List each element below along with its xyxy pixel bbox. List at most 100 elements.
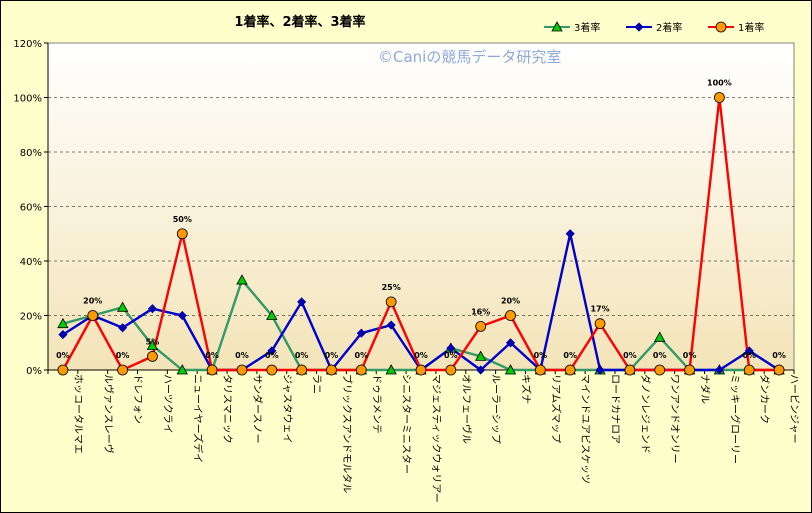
category-label: ホッコータルマエ — [72, 374, 84, 454]
data-label: 0% — [444, 351, 458, 360]
data-point-2 — [58, 330, 68, 340]
data-point-3 — [57, 364, 69, 376]
category-label: キズナ — [520, 374, 533, 404]
category-label: サンダースノー — [251, 374, 264, 444]
category-label: リアムズマップ — [549, 374, 562, 443]
category-label: マジェスティックウォリアー — [430, 374, 442, 503]
category-label: ワンアンドオンリー — [669, 374, 681, 464]
data-point-2 — [386, 320, 396, 330]
y-tick-label: 120% — [13, 39, 42, 50]
data-point-1 — [385, 364, 397, 375]
data-point-3 — [475, 320, 487, 332]
data-point-2 — [505, 338, 516, 348]
category-label: ハービンジャー — [788, 374, 800, 444]
data-label: 0% — [235, 351, 249, 360]
category-label: ニューイヤーズデイ — [191, 374, 204, 463]
data-label: 0% — [205, 351, 219, 360]
data-point-3 — [714, 92, 725, 103]
category-label: ラニ — [311, 374, 323, 394]
category-label: シニスターミニスター — [400, 374, 412, 474]
data-point-3 — [236, 364, 248, 376]
data-point-3 — [445, 364, 457, 376]
data-label: 25% — [382, 283, 401, 292]
data-point-3 — [505, 310, 516, 321]
data-point-3 — [743, 364, 755, 376]
data-point-3 — [206, 364, 218, 376]
data-point-1 — [236, 274, 248, 285]
data-point-3 — [415, 364, 427, 376]
data-point-2 — [267, 346, 277, 356]
data-point-3 — [117, 364, 128, 376]
data-point-3 — [147, 350, 158, 362]
category-label: ブリックスアンドモルタル — [340, 374, 353, 493]
data-point-3 — [326, 364, 337, 376]
data-point-2 — [476, 365, 486, 375]
legend-marker — [634, 22, 644, 32]
y-tick-label: 0% — [26, 366, 42, 377]
data-label: 16% — [471, 307, 490, 316]
data-point-2 — [565, 229, 575, 239]
data-label: 50% — [173, 215, 192, 224]
data-point-2 — [714, 365, 724, 375]
data-point-3 — [355, 364, 367, 376]
data-label: 0% — [772, 351, 786, 360]
data-point-3 — [385, 296, 397, 308]
data-label: 5% — [146, 337, 160, 346]
data-label: 0% — [56, 351, 70, 360]
data-label: 100% — [707, 79, 732, 88]
data-point-2 — [744, 346, 754, 356]
data-label: 20% — [501, 297, 520, 306]
legend-marker — [551, 21, 563, 32]
data-point-3 — [266, 364, 278, 376]
data-label: 0% — [683, 351, 697, 360]
legend-label: 2着率 — [656, 21, 682, 34]
data-point-3 — [684, 364, 695, 376]
data-point-3 — [594, 318, 606, 330]
legend-label: 3着率 — [574, 21, 600, 34]
data-label: 20% — [83, 297, 102, 306]
category-label: ジャスタウェイ — [281, 374, 293, 444]
category-label: ダンカーク — [758, 374, 771, 424]
data-point-3 — [176, 228, 188, 240]
data-point-3 — [773, 364, 785, 376]
chart-title: 1着率、2着率、3着率 — [234, 14, 365, 30]
category-label: タリスマニック — [221, 374, 233, 444]
data-label: 0% — [563, 351, 577, 360]
y-tick-label: 80% — [20, 148, 42, 159]
data-point-1 — [475, 350, 487, 361]
data-point-2 — [118, 323, 128, 333]
category-label: オルフェーヴル — [460, 374, 473, 444]
data-point-2 — [147, 304, 158, 314]
category-label: ドレフォン — [132, 374, 143, 424]
legend-label: 1着率 — [738, 21, 764, 34]
data-point-3 — [654, 364, 666, 376]
chart-legend: 3着率 2着率 1着率 — [544, 21, 764, 34]
legend-marker — [715, 21, 727, 33]
data-point-3 — [296, 364, 308, 376]
category-label: ハーツクライ — [161, 374, 173, 434]
watermark-text: ©Caniの競馬データ研究室 — [378, 48, 561, 66]
y-tick-label: 100% — [13, 94, 42, 105]
data-point-2 — [177, 310, 187, 321]
category-label: マインドユアビスケッツ — [579, 374, 591, 484]
data-point-2 — [297, 297, 307, 307]
data-point-1 — [266, 309, 278, 320]
data-label: 0% — [742, 351, 756, 360]
data-label: 0% — [623, 351, 637, 360]
category-label: ロードカナロア — [609, 374, 621, 444]
category-label: ルヴァンスレーヴ — [102, 374, 115, 454]
data-point-2 — [446, 343, 456, 353]
data-point-2 — [595, 365, 605, 375]
category-label: ミッキーグローリー — [728, 374, 741, 464]
data-point-3 — [564, 364, 576, 376]
data-label: 0% — [265, 351, 279, 360]
data-label: 17% — [590, 305, 609, 314]
data-point-1 — [654, 331, 666, 342]
data-label: 0% — [295, 351, 309, 360]
data-label: 0% — [116, 351, 130, 360]
category-label: ナダル — [699, 374, 712, 404]
category-label: ドゥラメンテ — [370, 374, 382, 434]
data-label: 0% — [414, 351, 428, 360]
data-point-1 — [504, 364, 517, 375]
